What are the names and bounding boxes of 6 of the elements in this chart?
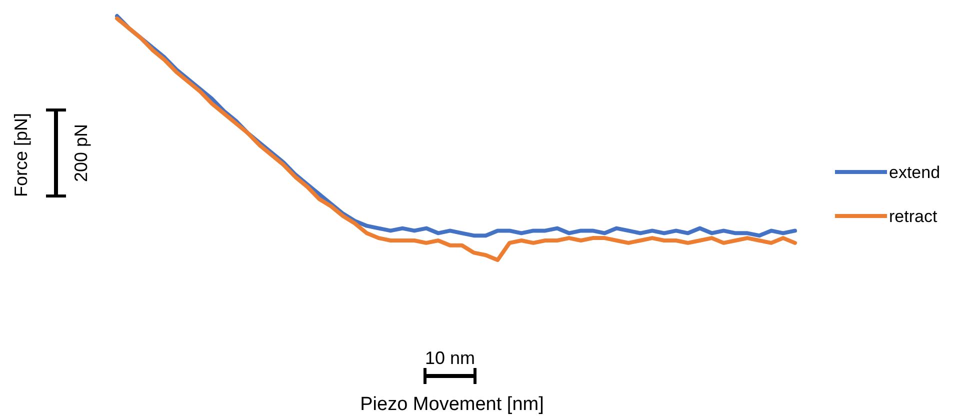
legend-label: extend xyxy=(889,163,940,182)
text: 10 nm xyxy=(424,348,476,368)
text: Piezo Movement [nm] xyxy=(360,394,544,415)
y-axis-title: Force [pN] xyxy=(11,112,31,198)
legend-label: retract xyxy=(889,207,938,226)
text: 200 pN xyxy=(71,124,91,182)
